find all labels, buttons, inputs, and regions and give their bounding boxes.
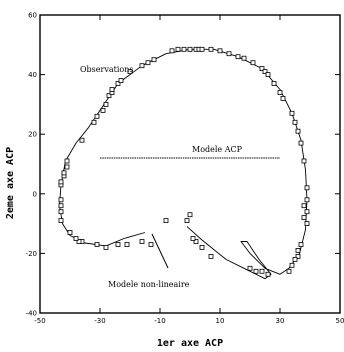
modele-non-lineaire-label: Modele non-lineaire bbox=[108, 280, 190, 289]
observation-point bbox=[73, 236, 79, 241]
observation-point bbox=[187, 212, 193, 218]
observation-point bbox=[169, 48, 175, 54]
observation-point bbox=[148, 242, 154, 247]
observation-point bbox=[115, 242, 121, 247]
observation-point bbox=[259, 268, 265, 274]
observation-point bbox=[79, 137, 85, 143]
observation-point bbox=[100, 108, 106, 113]
observation-point bbox=[304, 209, 310, 215]
modele-acp-label: Modele ACP bbox=[192, 145, 243, 154]
observations-label: Observations bbox=[80, 65, 133, 74]
observation-point bbox=[190, 236, 196, 241]
observation-point bbox=[235, 54, 241, 60]
observation-point bbox=[262, 69, 268, 74]
observation-point bbox=[247, 265, 253, 271]
x-tick-label: 30 bbox=[276, 317, 285, 325]
observation-point bbox=[64, 164, 70, 170]
observation-point bbox=[139, 63, 145, 69]
observation-point bbox=[286, 268, 292, 274]
x-tick-label: -30 bbox=[94, 317, 105, 325]
observation-point bbox=[61, 170, 67, 176]
observation-point bbox=[208, 46, 214, 52]
observation-point bbox=[304, 185, 310, 191]
x-tick-label: 50 bbox=[336, 317, 344, 325]
observation-point bbox=[295, 247, 301, 253]
observation-point bbox=[292, 119, 298, 125]
x-tick-label: -10 bbox=[154, 317, 165, 325]
observation-point bbox=[295, 128, 301, 134]
observation-point bbox=[295, 253, 301, 259]
observation-point bbox=[208, 253, 214, 259]
observation-point bbox=[304, 221, 310, 227]
observation-point bbox=[253, 268, 259, 274]
observation-point bbox=[259, 66, 265, 71]
observation-point bbox=[163, 218, 169, 224]
y-tick-label: -40 bbox=[26, 310, 37, 318]
observation-point bbox=[127, 69, 133, 74]
observation-point bbox=[175, 46, 181, 52]
observation-point bbox=[76, 239, 82, 244]
observation-point bbox=[181, 46, 187, 52]
observation-point bbox=[292, 256, 298, 262]
observation-point bbox=[265, 72, 271, 77]
observation-point bbox=[64, 158, 70, 164]
observation-point bbox=[118, 78, 124, 83]
observation-point bbox=[250, 60, 256, 66]
y-tick-label: -20 bbox=[26, 250, 37, 258]
observation-point bbox=[109, 87, 115, 92]
observation-point bbox=[217, 48, 223, 54]
observation-point bbox=[58, 218, 64, 224]
observation-point bbox=[187, 46, 193, 52]
observation-point bbox=[145, 60, 151, 66]
plot-border bbox=[39, 14, 341, 314]
x-tick-label: -50 bbox=[34, 317, 45, 325]
observation-point bbox=[226, 51, 232, 57]
observation-point bbox=[301, 158, 307, 164]
observation-point bbox=[289, 110, 295, 116]
observation-point bbox=[298, 242, 304, 247]
observation-point bbox=[103, 102, 109, 107]
observation-point bbox=[94, 113, 100, 119]
observation-point bbox=[58, 197, 64, 203]
observation-point bbox=[241, 55, 247, 61]
axis-ticks bbox=[39, 14, 341, 314]
observation-point bbox=[301, 203, 307, 209]
y-tick-label: 40 bbox=[28, 71, 37, 79]
observation-point bbox=[67, 230, 73, 235]
observation-point bbox=[193, 239, 199, 244]
observation-point bbox=[265, 271, 271, 277]
observation-point bbox=[58, 203, 64, 209]
y-tick-label: 60 bbox=[28, 12, 37, 20]
observation-point bbox=[304, 197, 310, 203]
observation-point bbox=[289, 262, 295, 268]
observation-point bbox=[151, 57, 157, 63]
observation-point bbox=[58, 179, 64, 185]
observation-point bbox=[199, 46, 205, 52]
observation-point bbox=[184, 218, 190, 224]
x-axis-title: 1er axe ACP bbox=[157, 338, 223, 349]
observation-point bbox=[106, 93, 112, 98]
observation-point bbox=[280, 96, 286, 101]
observation-point bbox=[94, 242, 100, 247]
axis-tick-labels: -50 -30 -10 10 30 50 -40 -20 0 20 40 60 bbox=[26, 12, 344, 326]
observation-point bbox=[139, 239, 145, 244]
observation-point bbox=[277, 90, 283, 95]
observation-point bbox=[91, 119, 97, 125]
observation-point bbox=[103, 244, 109, 250]
observation-point bbox=[58, 209, 64, 215]
plot-area bbox=[39, 14, 341, 314]
observation-point bbox=[124, 242, 130, 247]
observation-point bbox=[115, 81, 121, 86]
y-axis-title: 2eme axe ACP bbox=[5, 147, 16, 219]
x-tick-label: 10 bbox=[216, 317, 225, 325]
observation-point bbox=[301, 215, 307, 221]
y-tick-label: 20 bbox=[28, 131, 37, 139]
modele-non-lineaire-pointer bbox=[151, 233, 169, 269]
observation-points bbox=[58, 46, 310, 277]
observation-point bbox=[271, 81, 277, 86]
observation-point bbox=[199, 244, 205, 250]
y-tick-label: 0 bbox=[33, 190, 37, 198]
observation-point bbox=[298, 140, 304, 146]
